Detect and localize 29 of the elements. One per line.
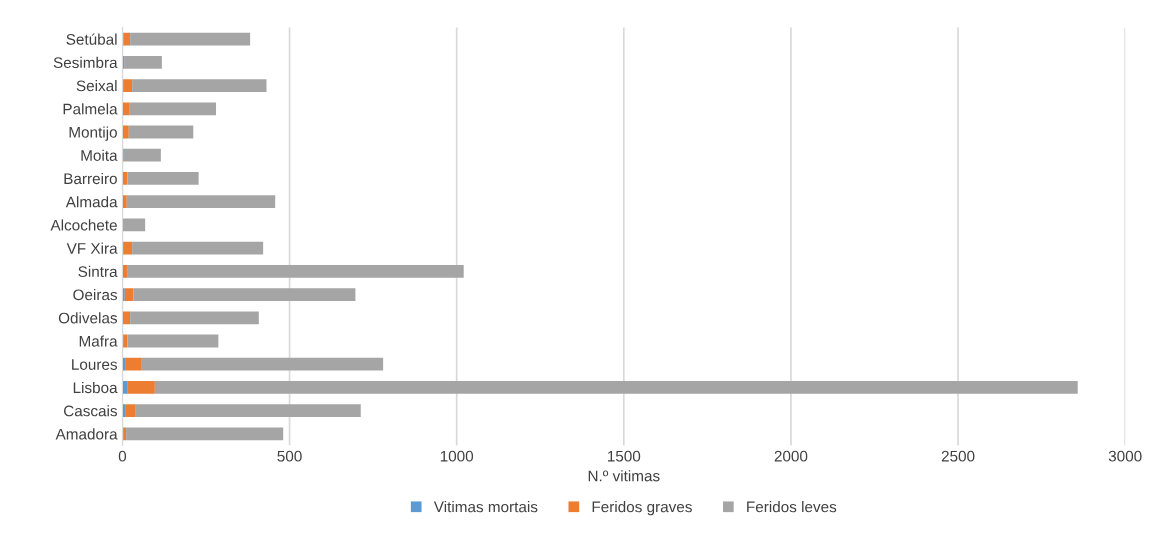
x-tick-label: 3000 xyxy=(1108,450,1142,462)
y-tick-label: Cascais xyxy=(64,405,118,417)
y-tick-label: Amadora xyxy=(55,428,118,440)
y-tick-label: Setúbal xyxy=(66,33,117,45)
y-tick-label: Almada xyxy=(65,196,118,208)
legend-label: Vitimas mortais xyxy=(433,501,538,513)
y-tick-label: Barreiro xyxy=(64,172,117,185)
y-tick-label: VF Xira xyxy=(66,242,118,254)
y-tick-label: Palmela xyxy=(63,103,118,115)
y-tick-label: Odivelas xyxy=(58,312,118,324)
legend-label: Feridos leves xyxy=(747,501,837,513)
y-tick-label: Sesimbra xyxy=(53,56,118,69)
x-axis-title: N.º vitimas xyxy=(588,470,660,482)
x-tick-label: 1000 xyxy=(440,450,474,462)
x-tick-label: 2000 xyxy=(774,450,808,462)
x-tick-label: 0 xyxy=(118,450,127,462)
y-tick-label: Moita xyxy=(81,149,118,161)
y-tick-label: Seixal xyxy=(76,80,117,92)
y-tick-label: Montijo xyxy=(69,126,117,141)
legend-label: Feridos graves xyxy=(592,501,692,516)
y-tick-label: Lisboa xyxy=(73,381,118,394)
x-tick-label: 2500 xyxy=(941,450,975,462)
y-tick-label: Oeiras xyxy=(73,289,118,301)
y-tick-label: Mafra xyxy=(79,335,118,347)
y-tick-label: Sintra xyxy=(78,265,118,278)
x-tick-label: 500 xyxy=(277,450,302,462)
y-tick-label: Alcochete xyxy=(50,219,117,231)
y-tick-label: Loures xyxy=(72,359,118,370)
x-tick-label: 1500 xyxy=(607,450,641,462)
